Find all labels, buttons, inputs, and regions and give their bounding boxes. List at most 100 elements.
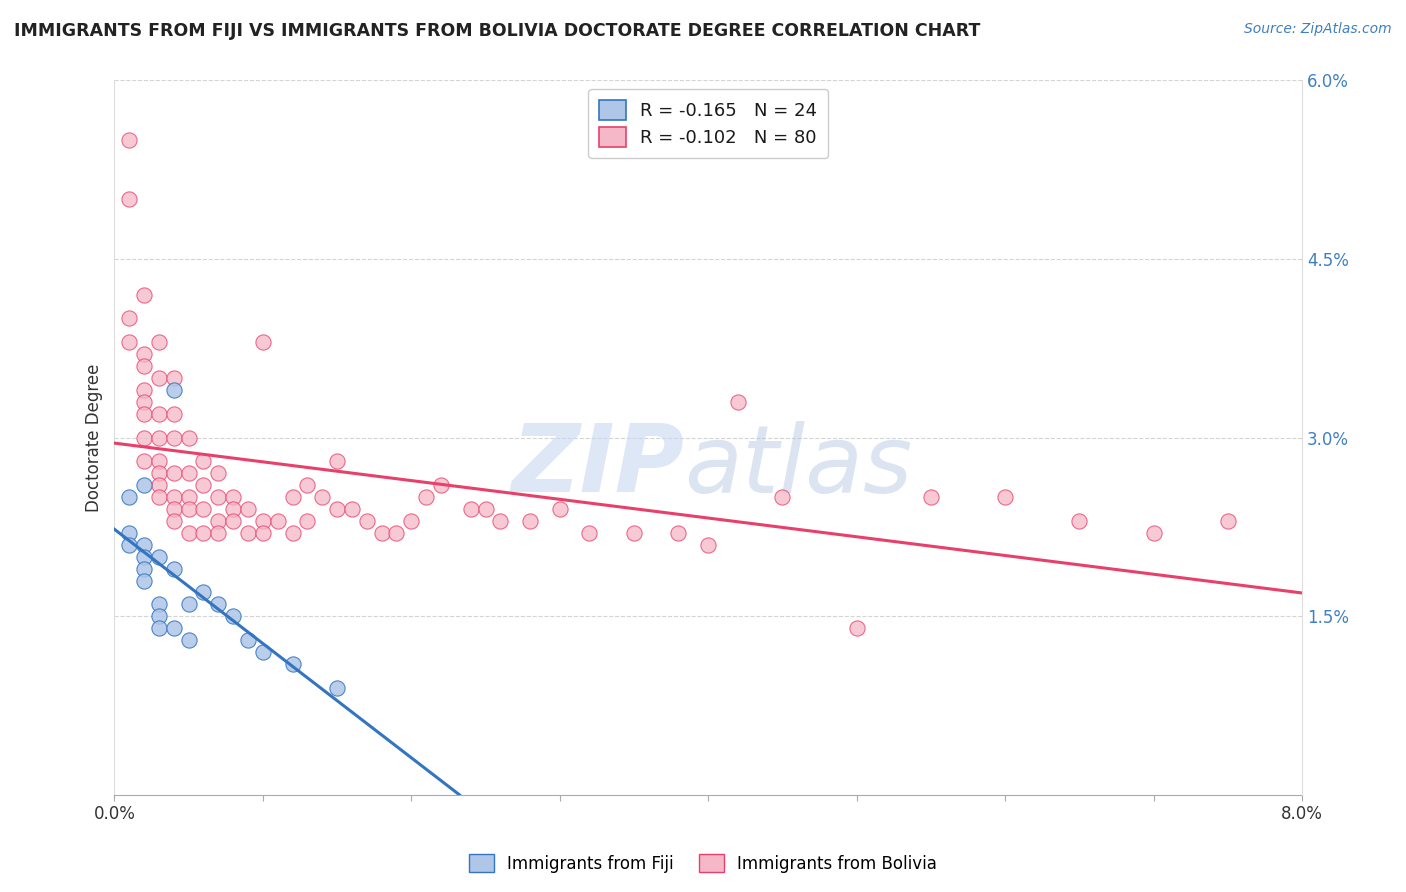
Text: IMMIGRANTS FROM FIJI VS IMMIGRANTS FROM BOLIVIA DOCTORATE DEGREE CORRELATION CHA: IMMIGRANTS FROM FIJI VS IMMIGRANTS FROM … [14, 22, 980, 40]
Y-axis label: Doctorate Degree: Doctorate Degree [86, 363, 103, 512]
Point [118, 311, 141, 326]
Point [207, 514, 229, 528]
Point [118, 525, 141, 540]
Point [163, 502, 186, 516]
Point [340, 502, 363, 516]
Point [415, 490, 437, 504]
Point [222, 490, 245, 504]
Point [920, 490, 942, 504]
Point [222, 609, 245, 624]
Point [252, 645, 274, 659]
Point [132, 359, 155, 373]
Text: atlas: atlas [685, 421, 912, 512]
Point [281, 657, 304, 671]
Point [148, 407, 170, 421]
Point [356, 514, 378, 528]
Point [193, 525, 215, 540]
Point [297, 478, 319, 492]
Point [148, 335, 170, 350]
Point [770, 490, 793, 504]
Point [132, 383, 155, 397]
Point [311, 490, 333, 504]
Point [163, 383, 186, 397]
Point [177, 633, 200, 648]
Point [148, 609, 170, 624]
Point [132, 287, 155, 301]
Point [132, 430, 155, 444]
Text: Source: ZipAtlas.com: Source: ZipAtlas.com [1244, 22, 1392, 37]
Point [148, 549, 170, 564]
Point [697, 538, 720, 552]
Point [118, 335, 141, 350]
Point [326, 502, 349, 516]
Legend: R = -0.165   N = 24, R = -0.102   N = 80: R = -0.165 N = 24, R = -0.102 N = 80 [588, 89, 828, 158]
Point [132, 407, 155, 421]
Point [118, 490, 141, 504]
Point [163, 371, 186, 385]
Point [326, 454, 349, 468]
Point [519, 514, 541, 528]
Point [163, 407, 186, 421]
Point [489, 514, 512, 528]
Point [401, 514, 423, 528]
Text: ZIP: ZIP [512, 420, 685, 512]
Point [460, 502, 482, 516]
Point [148, 467, 170, 481]
Point [132, 538, 155, 552]
Point [163, 621, 186, 635]
Point [177, 598, 200, 612]
Point [727, 394, 749, 409]
Point [118, 538, 141, 552]
Point [207, 490, 229, 504]
Point [236, 502, 259, 516]
Point [193, 502, 215, 516]
Point [222, 514, 245, 528]
Point [668, 525, 690, 540]
Point [297, 514, 319, 528]
Point [578, 525, 600, 540]
Point [132, 561, 155, 575]
Point [1069, 514, 1091, 528]
Point [207, 525, 229, 540]
Point [177, 490, 200, 504]
Point [163, 490, 186, 504]
Point [252, 525, 274, 540]
Point [163, 561, 186, 575]
Point [474, 502, 496, 516]
Point [370, 525, 392, 540]
Point [326, 681, 349, 695]
Point [845, 621, 868, 635]
Point [267, 514, 290, 528]
Legend: Immigrants from Fiji, Immigrants from Bolivia: Immigrants from Fiji, Immigrants from Bo… [463, 847, 943, 880]
Point [994, 490, 1017, 504]
Point [236, 525, 259, 540]
Point [1216, 514, 1239, 528]
Point [193, 585, 215, 599]
Point [118, 132, 141, 146]
Point [193, 478, 215, 492]
Point [236, 633, 259, 648]
Point [132, 394, 155, 409]
Point [430, 478, 453, 492]
Point [132, 549, 155, 564]
Point [1142, 525, 1164, 540]
Point [207, 467, 229, 481]
Point [148, 598, 170, 612]
Point [281, 490, 304, 504]
Point [132, 347, 155, 361]
Point [132, 454, 155, 468]
Point [163, 467, 186, 481]
Point [148, 478, 170, 492]
Point [222, 502, 245, 516]
Point [177, 502, 200, 516]
Point [163, 514, 186, 528]
Point [163, 430, 186, 444]
Point [177, 430, 200, 444]
Point [148, 371, 170, 385]
Point [252, 514, 274, 528]
Point [132, 478, 155, 492]
Point [281, 525, 304, 540]
Point [252, 335, 274, 350]
Point [148, 454, 170, 468]
Point [177, 467, 200, 481]
